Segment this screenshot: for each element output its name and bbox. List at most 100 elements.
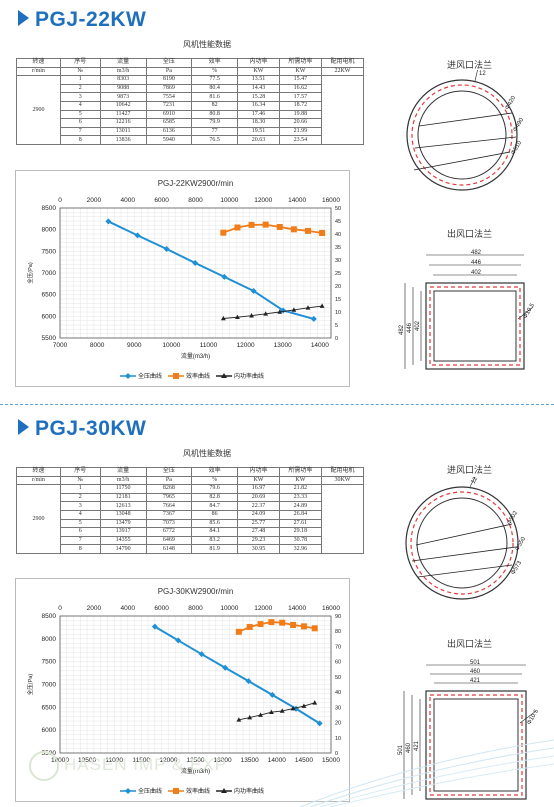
table-cell: 8 [59, 544, 101, 554]
table-cell: 13048 [99, 509, 147, 520]
table-header-cell: 效率 [191, 58, 238, 68]
pressure-point [192, 259, 199, 266]
table-cell: 29.23 [236, 535, 280, 546]
x-tick-label: 14500 [295, 757, 313, 764]
table-cell: 27.61 [278, 518, 322, 529]
table-unit-cell: № [59, 66, 101, 77]
x-tick-label: 11000 [105, 757, 123, 764]
efficiency-point [279, 619, 286, 626]
outlet-flange-label-22kw: 出风口法兰 [447, 229, 493, 239]
x-top-tick-label: 14000 [288, 605, 306, 612]
table-cell: 25.77 [236, 518, 280, 529]
outlet-flange-drawing-22kw: 482 446 402 482 446 402 Φ10.5 [399, 250, 536, 370]
x-tick-label: 14000 [268, 757, 286, 764]
power-point [258, 712, 263, 717]
pressure-point [310, 315, 317, 322]
table-cell: 15.47 [278, 75, 322, 85]
table-row: 3 12613 7664 84.7 22.37 24.89 [17, 501, 364, 511]
table-cell: 13479 [99, 518, 147, 529]
x-top-tick-label: 2000 [87, 605, 102, 612]
pressure-point [245, 678, 252, 685]
table-header-cell: 内功率 [236, 58, 280, 68]
efficiency-point [311, 625, 318, 632]
x-top-tick-label: 12000 [254, 197, 272, 204]
inlet-dim-4-22kw: Φ510 [511, 140, 524, 156]
y2-tick-label: 60 [335, 660, 341, 666]
table-header-cell: 全压 [145, 467, 193, 477]
table-cell: 7965 [145, 492, 193, 503]
table-cell: 14790 [99, 544, 147, 554]
efficiency-point [235, 628, 242, 635]
efficiency-point [262, 221, 269, 228]
table-cell: 16.97 [236, 484, 280, 494]
table-row: 2 12181 7965 82.8 20.69 23.33 [17, 492, 364, 503]
pressure-curve [107, 220, 315, 320]
table-cell: 8 [59, 135, 101, 145]
outlet-dim-w1-30kw: 501 [470, 660, 481, 666]
table-row: 5 13479 7073 85.6 25.77 27.61 [17, 518, 364, 529]
table-cell: 8190 [145, 75, 193, 85]
pressure-point [105, 218, 112, 225]
watermark-waves [29, 739, 554, 807]
table-cell: 7367 [145, 509, 193, 520]
table-cell: 84.1 [191, 527, 238, 537]
table-cell: 6910 [145, 109, 193, 120]
y2-tick-label: 10 [335, 310, 341, 316]
y-tick-label: 7000 [42, 682, 57, 689]
outlet-dim-w3-30kw: 421 [470, 678, 481, 684]
efficiency-point [234, 224, 241, 231]
table-unit-cell: 30KW [320, 475, 365, 486]
table-cell: 6772 [145, 527, 193, 537]
efficiency-point [268, 619, 275, 626]
table-row: 8 14790 6148 81.9 30.95 32.96 [17, 544, 364, 554]
power-point [263, 311, 269, 316]
table-cell: 5 [59, 518, 101, 529]
table-cell: 77 [191, 126, 238, 137]
table-cell: 6 [59, 527, 101, 537]
outlet-dim-w2-22kw: 446 [471, 260, 482, 266]
table-row: 2 9088 7869 80.4 14.43 16.62 [17, 83, 364, 94]
y2-tick-label: 90 [335, 614, 341, 620]
table-unit-cell: % [191, 475, 238, 486]
table-row: 6 12216 6585 79.9 18.30 20.66 [17, 118, 364, 128]
table-cell: 4 [59, 100, 101, 111]
power-point [305, 305, 311, 310]
legend-marker [173, 788, 179, 794]
pressure-point [269, 691, 276, 698]
performance-table-22kw: 转速 序号 流量 全压 效率 内功率 所需功率 配用电机 r/min № m3/h Pa% KW KW 22… [16, 58, 365, 145]
y-tick-label: 8500 [42, 205, 57, 212]
table-cell: 8268 [145, 484, 193, 494]
y2-tick-label: 0 [335, 336, 338, 342]
y-tick-label: 6000 [42, 313, 57, 320]
table-cell: 10642 [99, 100, 147, 111]
table-cell: 3 [59, 501, 101, 511]
x-tick-label: 14000 [311, 342, 329, 349]
power-point [235, 314, 240, 319]
table-header-cell: 全压 [145, 58, 193, 68]
outlet-dim-h1-30kw: 501 [398, 744, 404, 755]
table-cell: 79.9 [191, 118, 238, 128]
y2-tick-label: 40 [335, 690, 341, 696]
table-cell: 23.54 [278, 135, 322, 145]
section-divider [0, 404, 554, 405]
table-cell: 30.95 [236, 544, 280, 554]
table-header-cell: 效率 [191, 467, 238, 477]
legend-label: 效率曲线 [186, 372, 210, 380]
table-header-row: 转速 序号 流量 全压 效率 内功率 所需功率 配用电机 [16, 467, 365, 477]
efficiency-point [319, 229, 326, 236]
legend-marker [125, 788, 131, 794]
table-row: 6 13917 6772 84.1 27.48 29.18 [17, 527, 364, 537]
table-cell: 6585 [145, 118, 193, 128]
y-tick-label: 6500 [42, 704, 57, 711]
table-unit-cell: KW [236, 66, 280, 77]
legend-label: 全压曲线 [138, 372, 162, 380]
table-row: 8 13836 5940 76.5 20.63 23.54 [17, 135, 364, 145]
y2-tick-label: 35 [335, 245, 341, 251]
table-unit-cell: r/min [16, 475, 61, 486]
x-tick-label: 13500 [241, 757, 259, 764]
table-cell: 30.78 [278, 535, 322, 546]
x-tick-label: 8000 [90, 342, 105, 349]
plot-frame [59, 207, 332, 339]
table-cell: 15.28 [236, 92, 280, 102]
table-title-30kw: 风机性能数据 [183, 449, 231, 458]
